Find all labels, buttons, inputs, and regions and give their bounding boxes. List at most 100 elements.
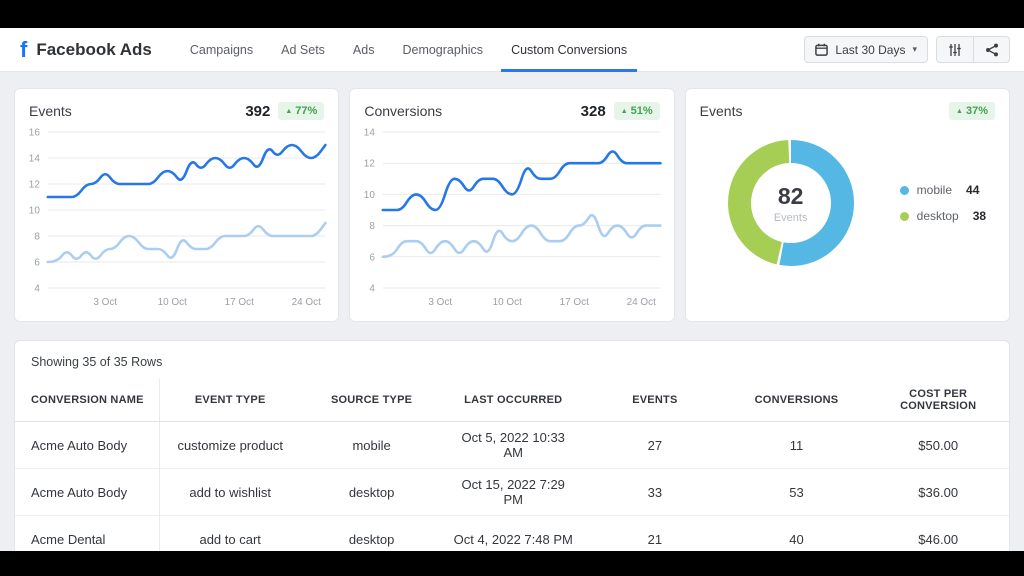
svg-text:14: 14: [364, 127, 376, 138]
caret-up-icon: ▲: [285, 107, 293, 115]
app-title: Facebook Ads: [36, 39, 152, 59]
card-title: Conversions: [364, 103, 443, 119]
date-range-label: Last 30 Days: [835, 42, 906, 57]
column-header-last-occurred[interactable]: Last Occurred: [442, 379, 585, 422]
change-badge: ▲ 37%: [949, 102, 995, 120]
table-cell: 27: [584, 421, 726, 469]
events-line-chart: 4 6 8 10 12 14 16 3 Oct 10 Oct 17 Oct 24 Oct: [29, 127, 327, 308]
change-badge: ▲ 77%: [278, 102, 325, 120]
column-header-event-type[interactable]: Event Type: [159, 379, 301, 422]
column-header-conversions[interactable]: Conversions: [725, 379, 868, 422]
table-row-count: Showing 35 of 35 Rows: [31, 355, 163, 369]
svg-text:10: 10: [29, 205, 41, 216]
table-cell: desktop: [300, 468, 443, 516]
legend-item-mobile[interactable]: mobile 44: [899, 183, 986, 197]
nav-tabs: Campaigns Ad Sets Ads Demographics Custom Co…: [176, 28, 641, 72]
table-cell: add to cart: [159, 515, 301, 551]
table-row: Acme Dental add to cart desktop Oct 4, 2022…: [15, 515, 1009, 551]
table-header-row: Conversion Name Event Type Source Type Last…: [15, 379, 1009, 422]
table-row: Acme Auto Body customize product mobile Oct…: [15, 421, 1009, 469]
conversions-total: 328: [580, 102, 606, 120]
svg-text:16: 16: [29, 127, 41, 138]
svg-text:6: 6: [370, 252, 376, 263]
events-card: Events 392 ▲ 77% 4 6 8 10 12 14 16 3 Oct 10 Oct 1…: [14, 88, 340, 322]
change-badge: ▲ 51%: [613, 102, 660, 120]
svg-text:10: 10: [364, 190, 376, 201]
tab-campaigns[interactable]: Campaigns: [189, 42, 254, 57]
svg-text:10 Oct: 10 Oct: [158, 297, 188, 308]
card-title: Events: [29, 103, 72, 119]
dashboard-app: f Facebook Ads Campaigns Ad Sets Ads Demogr…: [0, 28, 1024, 551]
svg-text:8: 8: [370, 221, 376, 232]
svg-text:17 Oct: 17 Oct: [225, 297, 255, 308]
svg-text:17 Oct: 17 Oct: [560, 297, 590, 308]
table-row: Acme Auto Body add to wishlist desktop Oct …: [15, 468, 1009, 516]
table-cell: Acme Auto Body: [15, 468, 160, 516]
tab-ad-sets[interactable]: Ad Sets: [281, 42, 325, 57]
conversions-line-chart: 4 6 8 10 12 14 3 Oct 10 Oct 17 Oct 24 Oct: [364, 127, 663, 308]
donut-card-header: Events ▲ 37%: [686, 89, 1009, 124]
legend-dot-icon: [899, 185, 909, 195]
svg-text:24 Oct: 24 Oct: [292, 297, 322, 308]
legend-value: 38: [972, 209, 987, 223]
svg-text:14: 14: [29, 153, 41, 164]
table-cell: 53: [725, 468, 868, 516]
calendar-icon: [815, 43, 829, 56]
conversions-table: Conversion Name Event Type Source Type Last…: [15, 379, 1009, 551]
table-cell: customize product: [159, 421, 301, 469]
table-cell: add to wishlist: [159, 468, 301, 516]
events-card-header: Events 392 ▲ 77%: [15, 89, 338, 124]
svg-text:24 Oct: 24 Oct: [627, 297, 657, 308]
table-cell: Acme Dental: [15, 515, 160, 551]
legend-value: 44: [966, 183, 980, 197]
table-cell: desktop: [300, 515, 443, 551]
conversions-table-card: Showing 35 of 35 Rows Conversion Name Eve…: [14, 340, 1010, 551]
column-header-conversion-name[interactable]: Conversion Name: [15, 379, 160, 422]
events-donut-chart: [727, 140, 854, 266]
donut-legend: mobile 44 desktop 38: [899, 183, 987, 223]
table-cell: Oct 5, 2022 10:33 AM: [442, 421, 585, 469]
table-cell: $36.00: [867, 468, 1009, 516]
toolbar-button-group: [936, 36, 1010, 63]
svg-text:6: 6: [34, 257, 40, 268]
sliders-icon: [949, 43, 961, 56]
column-header-events[interactable]: Events: [584, 379, 726, 422]
conversions-card-header: Conversions 328 ▲ 51%: [350, 89, 673, 124]
main-content: Events 392 ▲ 77% 4 6 8 10 12 14 16 3 Oct 10 Oct 1…: [0, 72, 1024, 551]
legend-item-desktop[interactable]: desktop 38: [899, 209, 987, 223]
caret-up-icon: ▲: [956, 107, 963, 115]
filter-button[interactable]: [937, 37, 973, 62]
top-nav: f Facebook Ads Campaigns Ad Sets Ads Demogr…: [0, 28, 1024, 72]
table-body: Acme Auto Body customize product mobile Oct…: [15, 421, 1009, 551]
events-total: 392: [245, 102, 271, 120]
table-cell: 11: [725, 421, 868, 469]
date-range-button[interactable]: Last 30 Days ▾: [804, 36, 928, 63]
tab-ads[interactable]: Ads: [352, 42, 375, 57]
facebook-logo-icon: f: [20, 36, 28, 62]
legend-label: desktop: [916, 209, 959, 223]
caret-down-icon: ▾: [912, 44, 917, 54]
svg-text:8: 8: [34, 231, 40, 242]
conversions-card: Conversions 328 ▲ 51% 4 6 8 10 12 14 3 Oct 10 O…: [349, 88, 675, 322]
svg-text:4: 4: [34, 283, 40, 294]
svg-text:12: 12: [364, 159, 376, 170]
stat-cards-row: Events 392 ▲ 77% 4 6 8 10 12 14 16 3 Oct 10 Oct 1…: [14, 88, 1010, 322]
table-cell: 21: [584, 515, 726, 551]
nav-toolbar: Last 30 Days ▾: [804, 28, 1010, 71]
table-cell: mobile: [300, 421, 443, 469]
table-cell: $46.00: [867, 515, 1009, 551]
brand[interactable]: f Facebook Ads: [20, 28, 152, 71]
tab-demographics[interactable]: Demographics: [402, 42, 484, 57]
svg-text:10 Oct: 10 Oct: [493, 297, 523, 308]
svg-text:3 Oct: 3 Oct: [429, 297, 453, 308]
legend-dot-icon: [899, 211, 909, 221]
legend-label: mobile: [916, 183, 953, 197]
tab-custom-conversions[interactable]: Custom Conversions: [497, 28, 641, 72]
svg-text:3 Oct: 3 Oct: [93, 297, 117, 308]
column-header-cost-per-conversion[interactable]: Cost Per Conversion: [867, 379, 1009, 422]
table-cell: Oct 4, 2022 7:48 PM: [442, 515, 585, 551]
table-cell: Oct 15, 2022 7:29 PM: [442, 468, 585, 516]
share-button[interactable]: [973, 37, 1009, 62]
column-header-source-type[interactable]: Source Type: [300, 379, 443, 422]
card-title: Events: [699, 103, 743, 119]
